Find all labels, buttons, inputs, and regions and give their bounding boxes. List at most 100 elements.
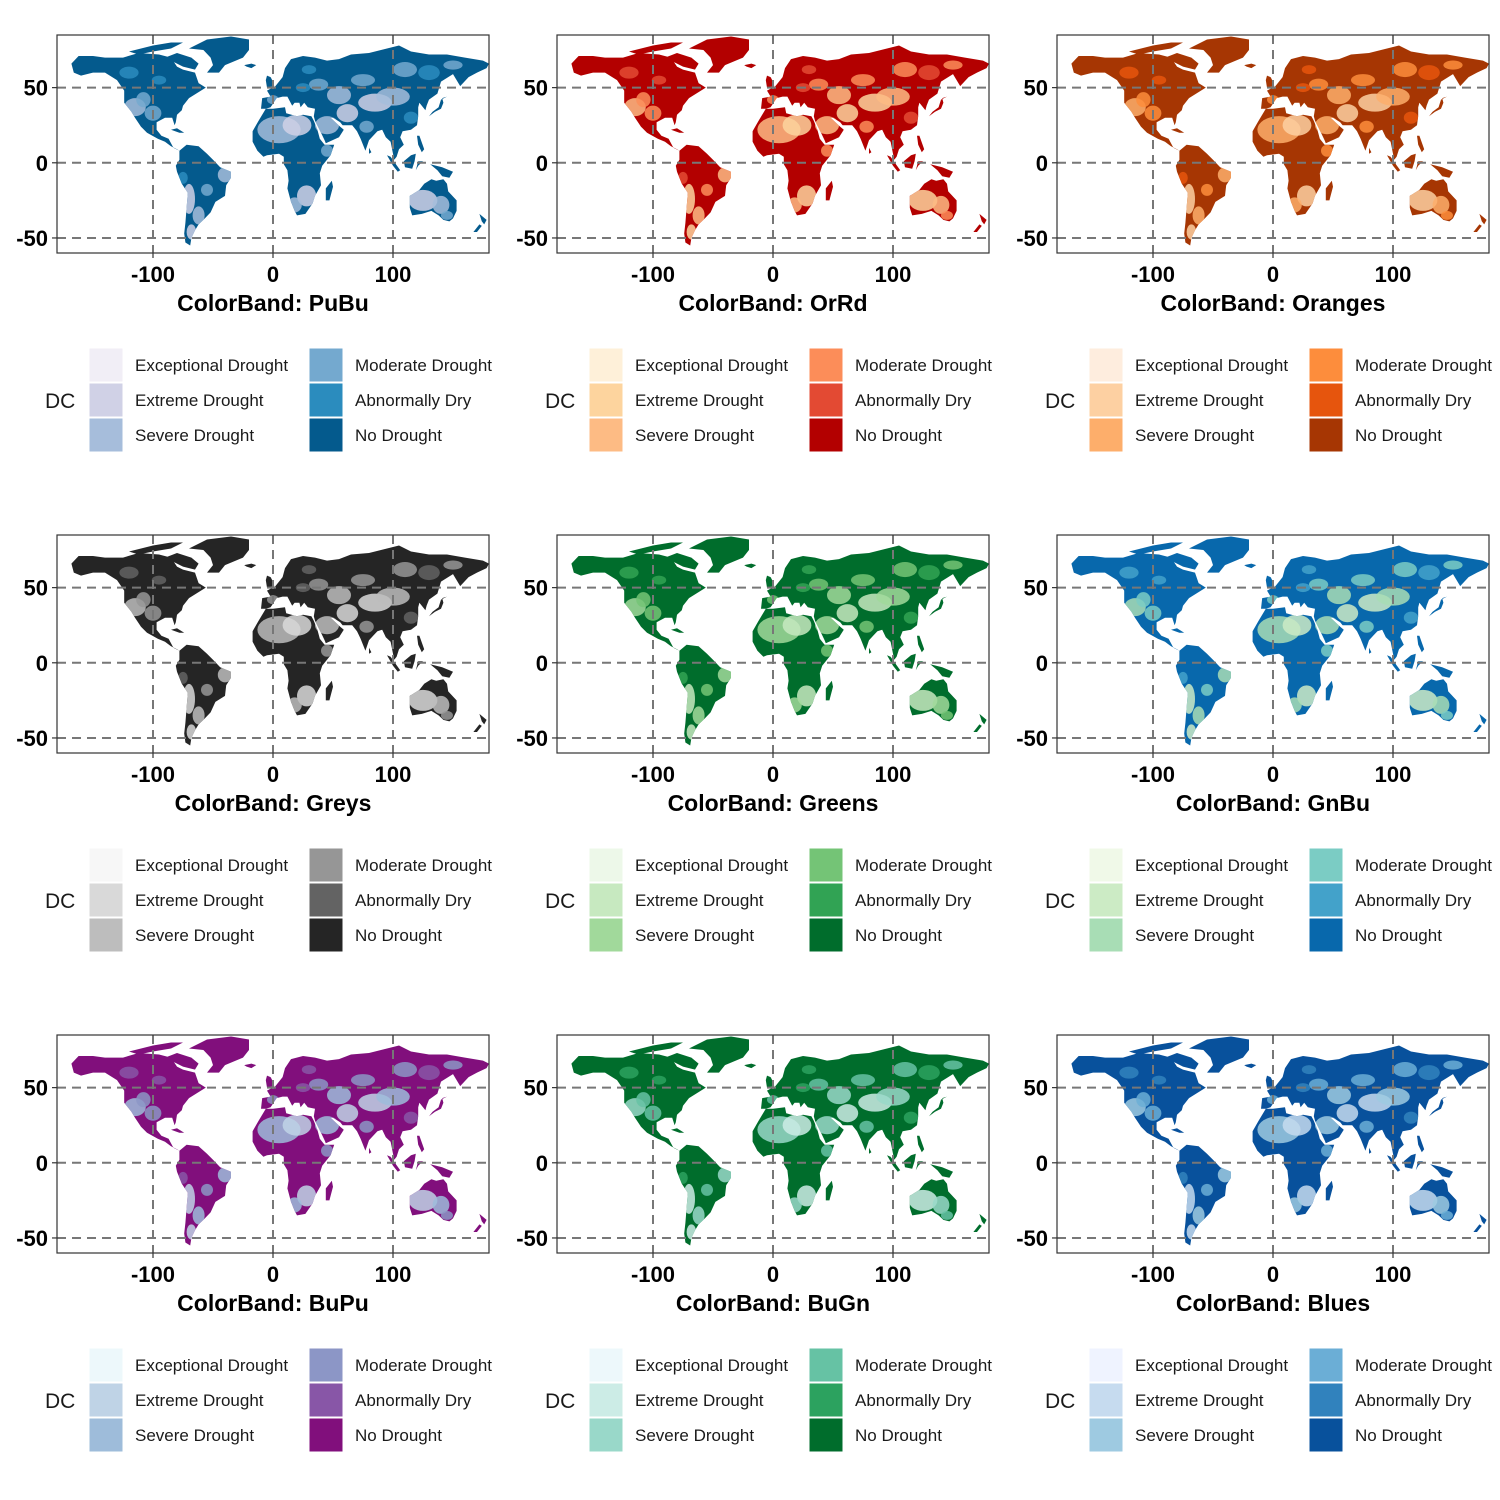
drought-patch [327, 586, 351, 605]
drought-patch [717, 667, 733, 683]
drought-patch [403, 1111, 419, 1124]
drought-patch [1201, 1183, 1213, 1196]
drought-patch [1183, 683, 1195, 714]
legend-title: DC [545, 390, 575, 413]
drought-patch [678, 171, 688, 184]
drought-patch [403, 611, 419, 624]
drought-patch [809, 1078, 829, 1091]
drought-patch [918, 65, 940, 81]
x-tick-label: -100 [631, 1262, 675, 1287]
drought-patch [1408, 189, 1438, 211]
y-tick-label: 0 [536, 651, 548, 676]
drought-patch [651, 1075, 667, 1085]
y-tick-label: -50 [1016, 726, 1048, 751]
legend-orrd: DC Exceptional Drought Extreme Drought Seve… [545, 347, 992, 453]
legend-swatch [308, 417, 344, 453]
legend-title: DC [45, 390, 75, 413]
drought-patch [432, 195, 450, 214]
legend-label: Severe Drought [635, 426, 754, 445]
x-tick-label: 0 [767, 262, 779, 287]
drought-patch [1443, 60, 1463, 70]
legend-bugn: DC Exceptional Drought Extreme Drought Seve… [545, 1347, 992, 1453]
drought-patch [1282, 114, 1312, 136]
drought-patch [178, 171, 188, 184]
drought-patch [136, 1092, 151, 1108]
drought-patch [1315, 1116, 1339, 1135]
drought-patch [787, 197, 802, 213]
legend-swatch [1088, 917, 1124, 953]
drought-patch [893, 1062, 917, 1078]
legend-swatch [588, 1417, 624, 1453]
x-tick-label: -100 [631, 262, 675, 287]
y-tick-label: 0 [1036, 1151, 1048, 1176]
drought-patch [815, 1116, 839, 1135]
legend-label: Extreme Drought [135, 891, 264, 910]
y-tick-label: 50 [24, 576, 48, 601]
drought-patch [327, 86, 351, 105]
drought-patch [1119, 566, 1139, 579]
drought-patch [1287, 197, 1302, 213]
drought-patch [315, 1116, 339, 1135]
drought-patch [217, 167, 233, 183]
legend-label: Abnormally Dry [1355, 1391, 1472, 1410]
legend-label: Severe Drought [135, 426, 254, 445]
drought-patch [282, 614, 312, 636]
legend-swatch [588, 1382, 624, 1418]
drought-patch [1183, 183, 1195, 214]
drought-patch [1136, 592, 1151, 608]
drought-patch [321, 144, 333, 157]
drought-patch [327, 1086, 351, 1105]
drought-patch [301, 565, 317, 575]
drought-patch [797, 1185, 817, 1207]
legend-title: DC [45, 890, 75, 913]
legend-label: Exceptional Drought [135, 1356, 288, 1375]
legend-swatch [1308, 847, 1344, 883]
drought-patch [309, 578, 329, 591]
drought-patch [336, 604, 359, 623]
legend-label: Extreme Drought [635, 1391, 764, 1410]
legend-label: Exceptional Drought [1135, 856, 1288, 875]
drought-patch [815, 116, 839, 135]
drought-patch [321, 1144, 333, 1157]
legend-label: Severe Drought [135, 926, 254, 945]
legend-swatch [1308, 1417, 1344, 1453]
drought-patch [1403, 611, 1419, 624]
drought-patch [683, 683, 695, 714]
y-tick-label: -50 [16, 726, 48, 751]
band-title: ColorBand: BuGn [676, 1290, 870, 1316]
drought-patch [1301, 65, 1317, 75]
drought-patch [1432, 695, 1450, 714]
drought-patch [1443, 560, 1463, 570]
band-title: ColorBand: OrRd [678, 290, 867, 316]
drought-patch [836, 1104, 859, 1123]
legend-label: Severe Drought [635, 926, 754, 945]
legend-swatch [88, 847, 124, 883]
legend-swatch [1088, 417, 1124, 453]
drought-patch [418, 65, 440, 81]
drought-patch [851, 74, 875, 87]
drought-patch [827, 86, 851, 105]
drought-patch [1301, 1065, 1317, 1075]
legend-swatch [588, 917, 624, 953]
drought-patch [1327, 86, 1351, 105]
drought-patch [787, 1197, 802, 1213]
drought-patch [918, 1065, 940, 1081]
drought-patch [1136, 1092, 1151, 1108]
drought-patch [893, 562, 917, 578]
x-tick-label: 100 [875, 762, 912, 787]
drought-patch [821, 644, 833, 657]
drought-patch [336, 1104, 359, 1123]
legend-swatch [808, 417, 844, 453]
legend-swatch [1088, 347, 1124, 383]
drought-patch [1287, 697, 1302, 713]
legend-greens: DC Exceptional Drought Extreme Drought Seve… [545, 847, 992, 953]
drought-patch [201, 683, 213, 696]
legend-swatch [808, 847, 844, 883]
legend-label: Exceptional Drought [1135, 1356, 1288, 1375]
legend-label: No Drought [1355, 926, 1442, 945]
drought-patch [201, 183, 213, 196]
map-panel-greens: 50 0 -50 -100 0 100 ColorBand: Greens DC Excepti… [516, 534, 992, 953]
drought-patch [1151, 1075, 1167, 1085]
legend-gnbu: DC Exceptional Drought Extreme Drought Seve… [1045, 847, 1492, 953]
